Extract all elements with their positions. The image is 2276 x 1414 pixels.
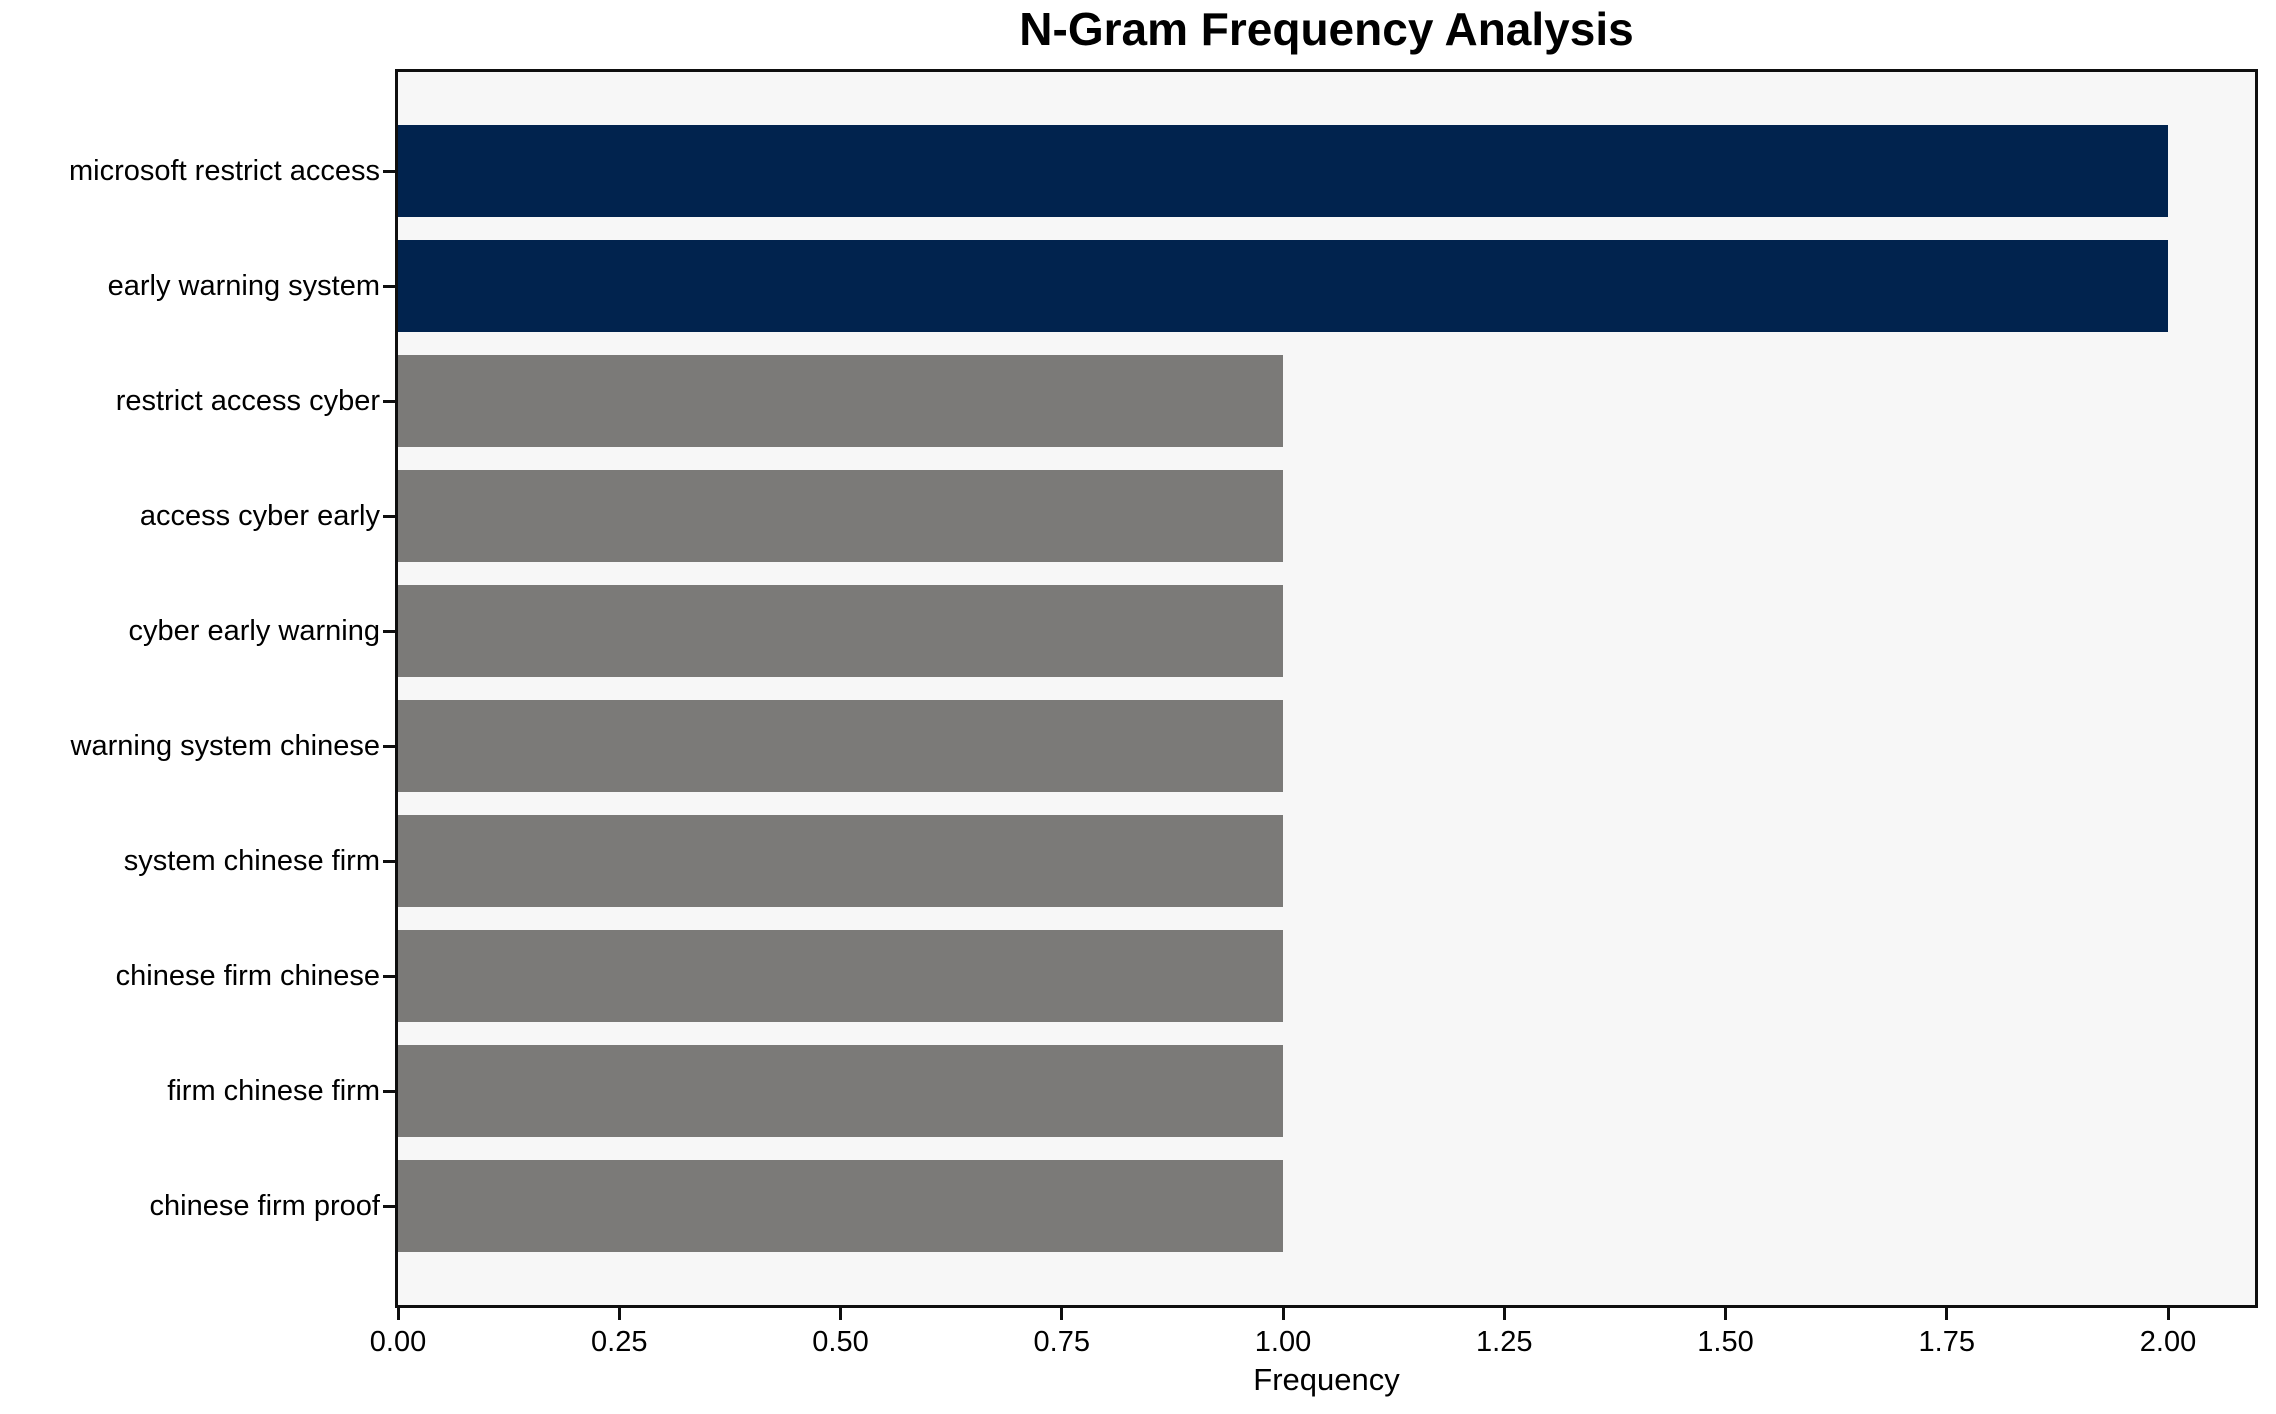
y-tick-label: microsoft restrict access: [69, 155, 380, 187]
y-tick-label: chinese firm proof: [149, 1190, 381, 1222]
x-tick-mark: [396, 1308, 400, 1320]
y-tick-mark: [383, 629, 395, 633]
y-tick-mark: [383, 169, 395, 173]
y-tick-mark: [383, 1089, 395, 1093]
x-tick-mark: [1060, 1308, 1064, 1320]
x-tick-mark: [1724, 1308, 1727, 1320]
y-tick-mark: [383, 399, 395, 403]
x-tick-label: 1.00: [1254, 1326, 1312, 1358]
x-tick-mark: [839, 1308, 842, 1320]
bar: [398, 240, 2168, 332]
x-tick-label: 0.50: [812, 1326, 869, 1358]
bar: [398, 1160, 1283, 1252]
y-tick-label: early warning system: [107, 270, 380, 302]
x-tick-mark: [1502, 1308, 1506, 1320]
x-tick-mark: [617, 1308, 621, 1320]
bar: [398, 930, 1283, 1022]
x-tick-mark: [1945, 1308, 1949, 1320]
y-tick-label: restrict access cyber: [115, 385, 380, 417]
y-tick-label: chinese firm chinese: [115, 960, 380, 992]
x-tick-label: 1.75: [1918, 1326, 1975, 1358]
y-tick-mark: [383, 284, 395, 288]
x-axis-label: Frequency: [1253, 1362, 1400, 1397]
bar: [398, 1045, 1283, 1137]
x-tick-label: 0.25: [591, 1326, 648, 1358]
y-tick-label: system chinese firm: [123, 845, 380, 877]
x-tick-label: 0.00: [369, 1326, 427, 1358]
y-tick-label: access cyber early: [139, 500, 380, 532]
x-tick-label: 1.25: [1476, 1326, 1533, 1358]
y-tick-mark: [383, 1204, 395, 1208]
bar: [398, 700, 1283, 792]
x-tick-mark: [2166, 1308, 2170, 1320]
bar: [398, 815, 1283, 907]
bar: [398, 125, 2168, 217]
x-tick-label: 2.00: [2139, 1326, 2197, 1358]
x-tick-mark: [1281, 1308, 1285, 1320]
y-tick-label: cyber early warning: [128, 615, 380, 647]
y-tick-label: firm chinese firm: [167, 1075, 380, 1107]
y-tick-mark: [383, 514, 395, 518]
x-tick-label: 1.50: [1697, 1326, 1754, 1358]
y-tick-mark: [383, 859, 395, 863]
bar: [398, 470, 1283, 562]
chart-title: N-Gram Frequency Analysis: [1019, 3, 1634, 55]
y-tick-label: warning system chinese: [70, 730, 380, 762]
bar: [398, 355, 1283, 447]
x-tick-label: 0.75: [1033, 1326, 1090, 1358]
bar: [398, 585, 1283, 677]
y-tick-mark: [383, 974, 395, 978]
y-tick-mark: [383, 744, 395, 748]
